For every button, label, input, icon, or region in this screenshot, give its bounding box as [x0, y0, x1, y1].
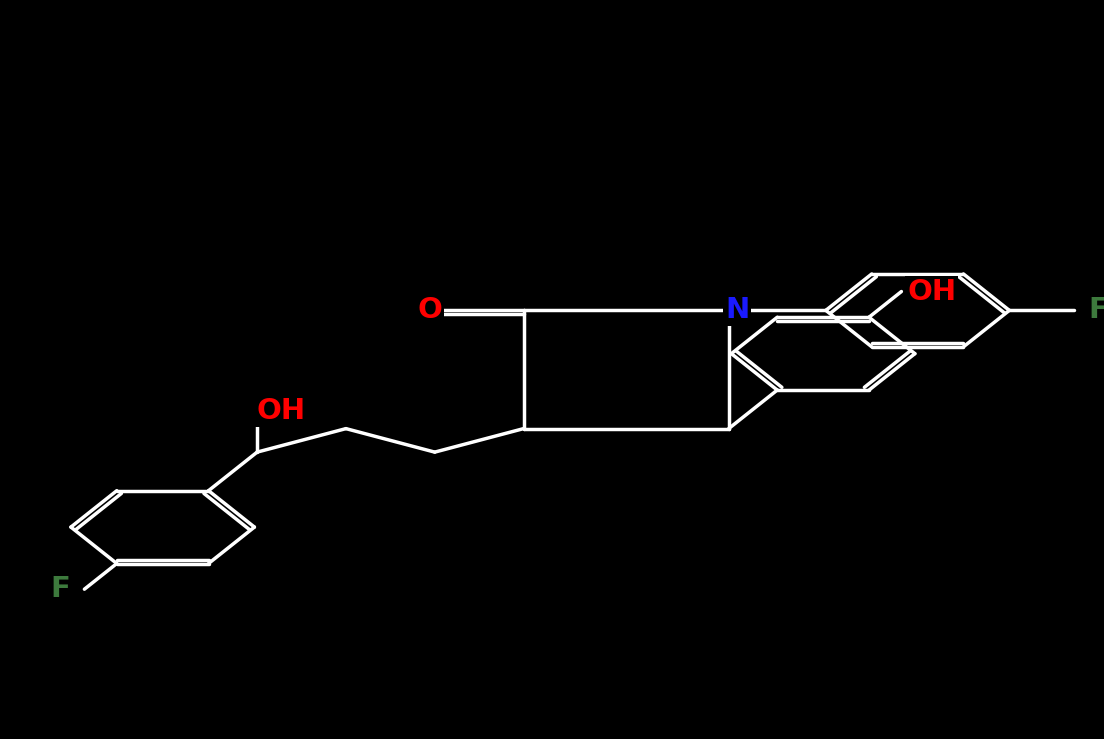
Text: OH: OH: [907, 278, 956, 305]
Text: F: F: [51, 575, 71, 603]
Text: F: F: [1087, 296, 1104, 324]
Text: O: O: [417, 296, 442, 324]
Text: OH: OH: [256, 398, 306, 426]
Text: N: N: [725, 296, 750, 324]
